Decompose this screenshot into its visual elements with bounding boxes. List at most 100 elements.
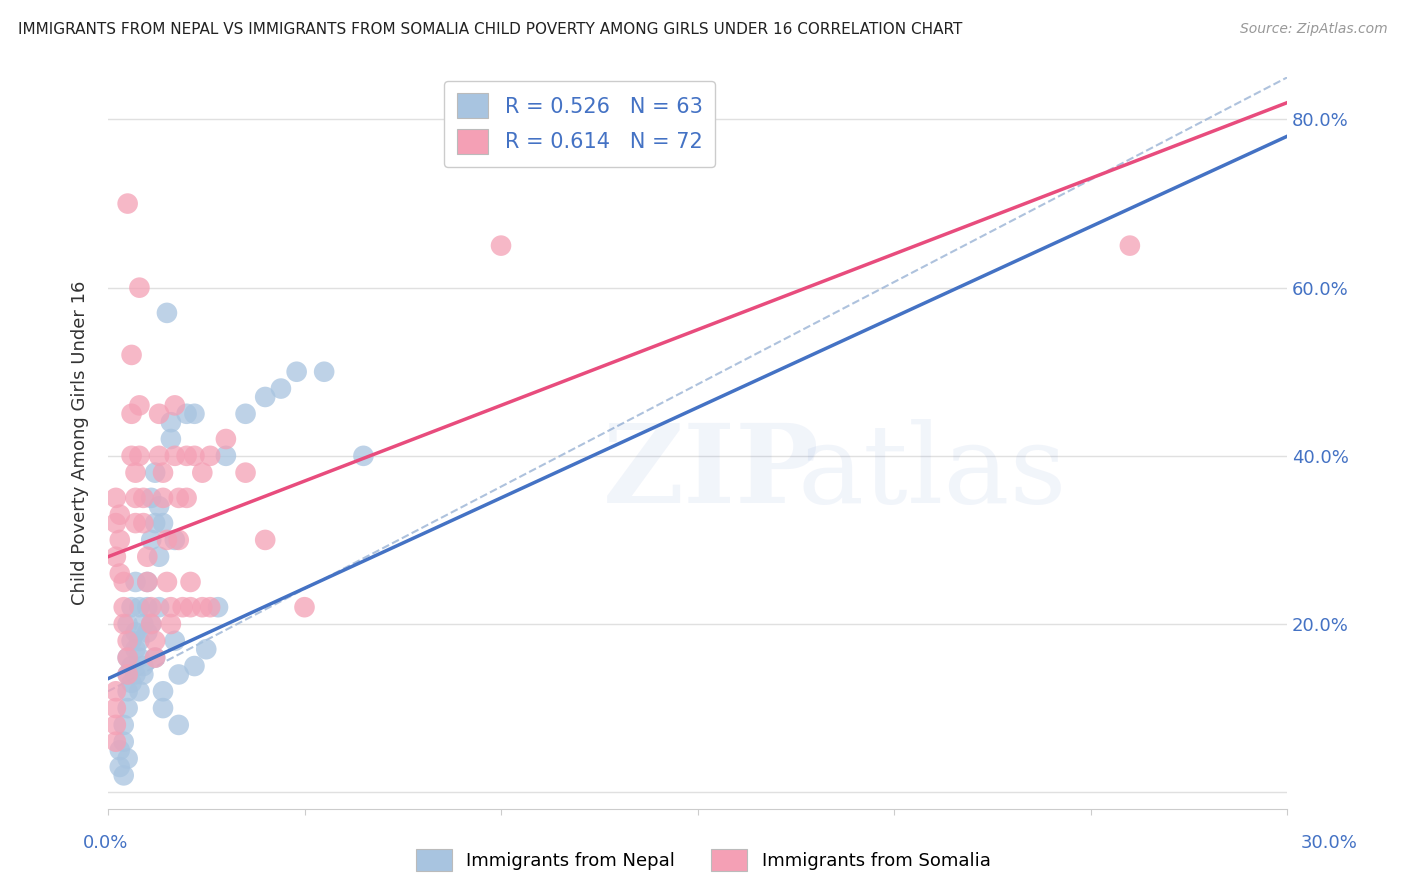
Point [124, 642, 146, 657]
Point [132, 516, 155, 530]
Point [191, 600, 214, 615]
Point [124, 491, 146, 505]
Point [195, 642, 218, 657]
Point [128, 650, 150, 665]
Point [152, 516, 174, 530]
Point [156, 574, 179, 589]
Point [143, 516, 166, 530]
Y-axis label: Child Poverty Among Girls Under 16: Child Poverty Among Girls Under 16 [72, 281, 89, 606]
Point [108, 533, 131, 547]
Point [112, 600, 135, 615]
Point [104, 735, 127, 749]
Point [172, 600, 194, 615]
Point [176, 491, 198, 505]
Point [117, 667, 139, 681]
Point [191, 466, 214, 480]
Point [141, 491, 163, 505]
Point [132, 659, 155, 673]
Point [141, 600, 163, 615]
Point [141, 617, 163, 632]
Point [148, 407, 170, 421]
Point [128, 398, 150, 412]
Point [104, 549, 127, 564]
Point [108, 760, 131, 774]
Point [167, 718, 190, 732]
Point [112, 718, 135, 732]
Point [152, 684, 174, 698]
Legend: Immigrants from Nepal, Immigrants from Somalia: Immigrants from Nepal, Immigrants from S… [408, 842, 998, 879]
Point [167, 491, 190, 505]
Point [108, 508, 131, 522]
Point [148, 500, 170, 514]
Point [1119, 238, 1142, 252]
Point [285, 365, 308, 379]
Point [121, 449, 143, 463]
Point [136, 574, 159, 589]
Point [148, 549, 170, 564]
Point [117, 701, 139, 715]
Point [117, 633, 139, 648]
Point [152, 466, 174, 480]
Text: Source: ZipAtlas.com: Source: ZipAtlas.com [1240, 22, 1388, 37]
Text: ZIP: ZIP [603, 419, 820, 526]
Point [160, 415, 183, 429]
Point [124, 667, 146, 681]
Point [143, 466, 166, 480]
Text: 30.0%: 30.0% [1301, 834, 1357, 852]
Point [121, 407, 143, 421]
Point [117, 751, 139, 765]
Point [112, 768, 135, 782]
Text: atlas: atlas [797, 419, 1067, 526]
Text: 0.0%: 0.0% [83, 834, 128, 852]
Point [180, 600, 202, 615]
Point [136, 549, 159, 564]
Point [117, 196, 139, 211]
Point [141, 617, 163, 632]
Point [112, 735, 135, 749]
Point [128, 449, 150, 463]
Point [254, 390, 277, 404]
Point [176, 407, 198, 421]
Point [121, 633, 143, 648]
Point [117, 667, 139, 681]
Point [117, 617, 139, 632]
Point [136, 625, 159, 640]
Point [143, 650, 166, 665]
Point [183, 407, 205, 421]
Point [108, 743, 131, 757]
Legend: R = 0.526   N = 63, R = 0.614   N = 72: R = 0.526 N = 63, R = 0.614 N = 72 [444, 80, 716, 167]
Point [117, 650, 139, 665]
Point [167, 533, 190, 547]
Point [183, 659, 205, 673]
Point [121, 676, 143, 690]
Point [117, 650, 139, 665]
Point [270, 382, 292, 396]
Point [124, 574, 146, 589]
Point [121, 348, 143, 362]
Point [235, 407, 257, 421]
Point [176, 449, 198, 463]
Point [160, 600, 183, 615]
Point [124, 625, 146, 640]
Point [128, 280, 150, 294]
Point [215, 432, 238, 446]
Point [121, 600, 143, 615]
Point [124, 516, 146, 530]
Point [143, 633, 166, 648]
Point [141, 533, 163, 547]
Point [148, 449, 170, 463]
Point [198, 600, 221, 615]
Point [353, 449, 375, 463]
Point [163, 633, 186, 648]
Point [104, 516, 127, 530]
Point [294, 600, 316, 615]
Point [183, 449, 205, 463]
Text: IMMIGRANTS FROM NEPAL VS IMMIGRANTS FROM SOMALIA CHILD POVERTY AMONG GIRLS UNDER: IMMIGRANTS FROM NEPAL VS IMMIGRANTS FROM… [18, 22, 963, 37]
Point [314, 365, 336, 379]
Point [136, 600, 159, 615]
Point [124, 466, 146, 480]
Point [156, 533, 179, 547]
Point [198, 449, 221, 463]
Point [121, 659, 143, 673]
Point [128, 600, 150, 615]
